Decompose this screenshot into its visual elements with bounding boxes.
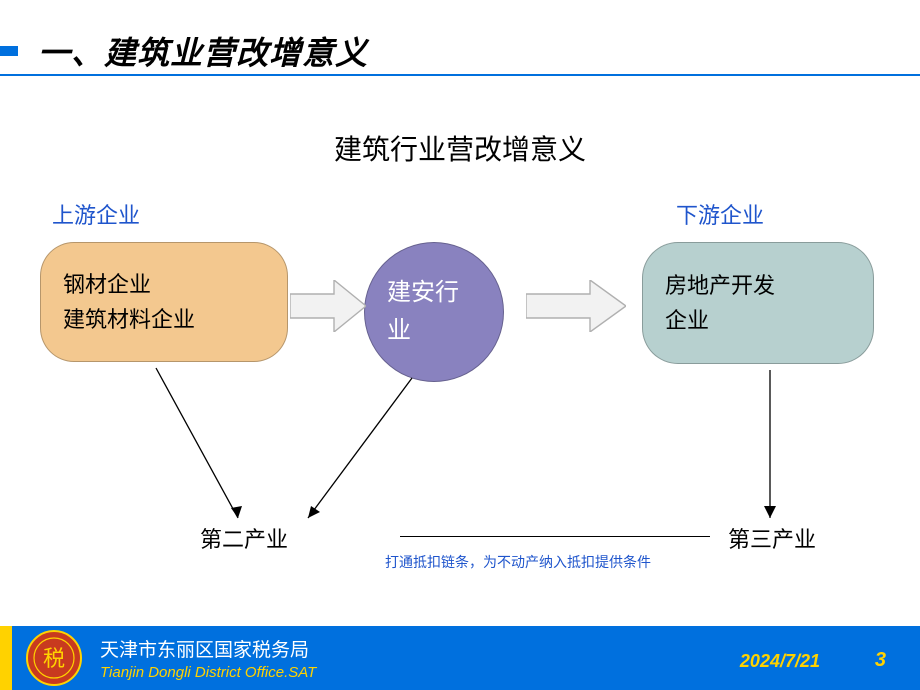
footer-org-en: Tianjin Dongli District Office.SAT bbox=[100, 664, 316, 681]
footer-badge: 税 bbox=[22, 626, 86, 690]
industry-second: 第二产业 bbox=[200, 522, 288, 554]
industry-third: 第三产业 bbox=[728, 522, 816, 554]
footer: 税 天津市东丽区国家税务局 Tianjin Dongli District Of… bbox=[0, 626, 920, 690]
footer-org: 天津市东丽区国家税务局 Tianjin Dongli District Offi… bbox=[100, 635, 316, 681]
note-text: 打通抵扣链条，为不动产纳入抵扣提供条件 bbox=[385, 552, 651, 572]
thin-arrows-layer bbox=[0, 0, 920, 605]
badge-glyph: 税 bbox=[43, 646, 65, 671]
mid-rule bbox=[400, 536, 710, 537]
footer-org-cn: 天津市东丽区国家税务局 bbox=[100, 635, 316, 662]
footer-stripe bbox=[0, 626, 12, 690]
footer-date: 2024/7/21 bbox=[740, 651, 820, 672]
slide: 一、建筑业营改增意义 建筑行业营改增意义 上游企业 下游企业 钢材企业 建筑材料… bbox=[0, 0, 920, 690]
footer-page-number: 3 bbox=[875, 649, 886, 672]
